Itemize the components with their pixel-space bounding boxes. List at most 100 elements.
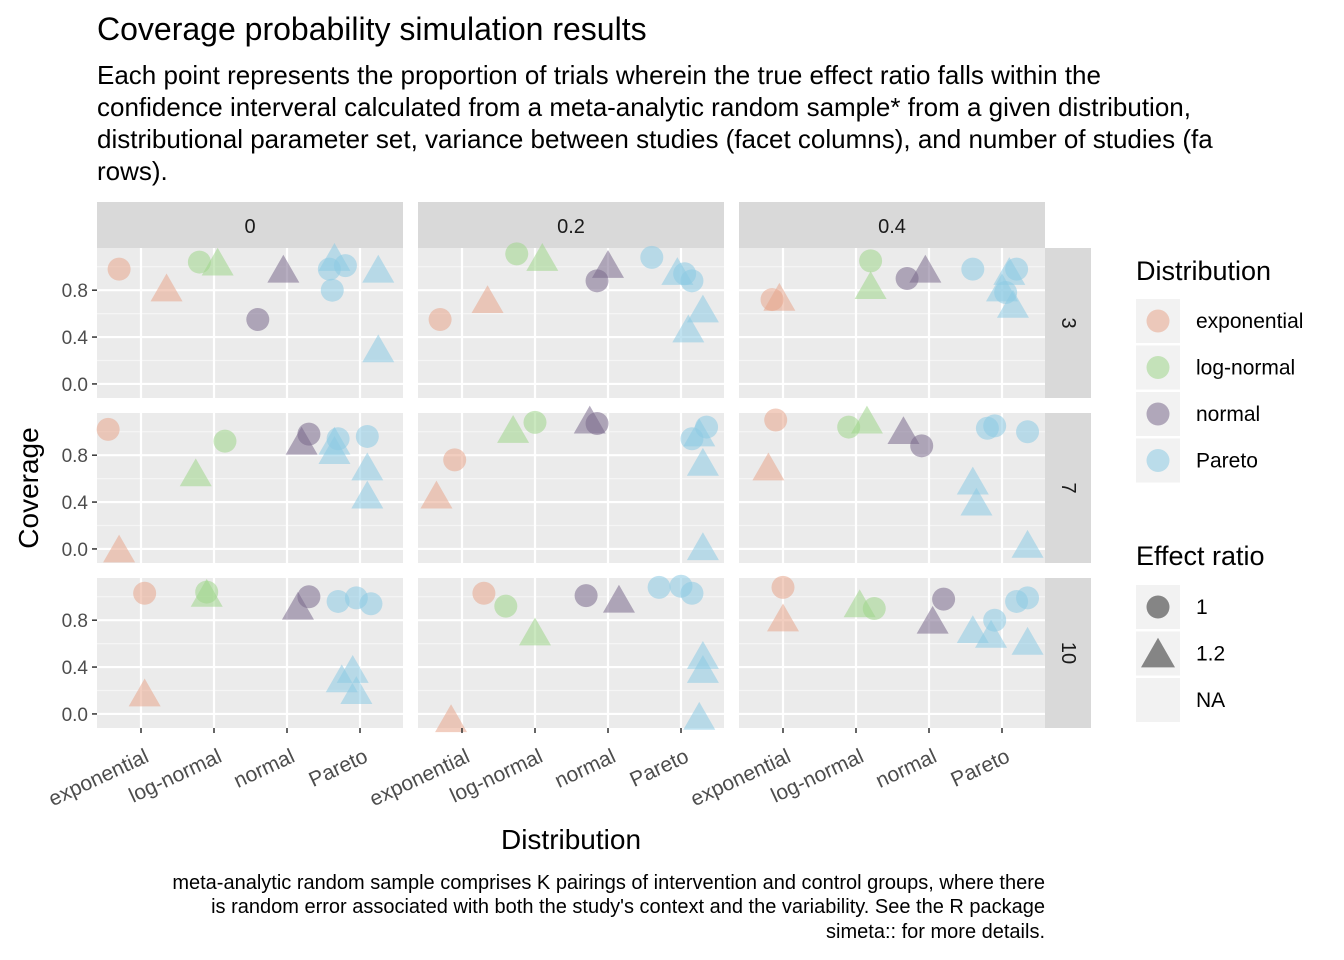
data-point-triangle bbox=[190, 578, 223, 607]
data-point-circle bbox=[932, 587, 956, 611]
data-point-triangle bbox=[887, 416, 920, 445]
data-point-triangle bbox=[362, 334, 395, 363]
data-point-triangle bbox=[956, 466, 989, 495]
facet-strip-row-label: 10 bbox=[1057, 642, 1079, 664]
legend-swatch-circle bbox=[1146, 595, 1170, 619]
data-point-circle bbox=[523, 410, 547, 434]
facet-panel bbox=[418, 578, 724, 728]
x-tick-label: normal bbox=[551, 745, 619, 793]
data-point-circle bbox=[647, 575, 671, 599]
data-point-circle bbox=[764, 408, 788, 432]
data-point-circle bbox=[107, 257, 131, 281]
data-point-circle bbox=[428, 307, 452, 331]
caption-line: simeta:: for more details. bbox=[826, 921, 1045, 943]
subtitle-line: confidence interveral calculated from a … bbox=[97, 92, 1191, 122]
data-point-triangle bbox=[602, 584, 635, 613]
facet-strip-row bbox=[1045, 248, 1091, 398]
chart-title: Coverage probability simulation results bbox=[97, 11, 647, 47]
data-point-triangle bbox=[916, 605, 949, 634]
subtitle-line: rows). bbox=[97, 156, 168, 186]
legend-title-distribution: Distribution bbox=[1136, 256, 1271, 286]
data-point-triangle bbox=[686, 532, 719, 561]
caption-line: meta-analytic random sample comprises K … bbox=[172, 872, 1045, 894]
data-point-triangle bbox=[1011, 626, 1044, 655]
data-point-triangle bbox=[975, 619, 1008, 648]
legend-swatch bbox=[1146, 309, 1170, 333]
data-point-triangle bbox=[686, 640, 719, 669]
data-point-triangle bbox=[471, 285, 504, 314]
data-point-triangle bbox=[285, 426, 318, 455]
legend-swatch bbox=[1146, 402, 1170, 426]
data-point-circle bbox=[574, 584, 598, 608]
chart-caption: meta-analytic random sample comprises K … bbox=[172, 872, 1045, 943]
data-point-triangle bbox=[752, 452, 785, 481]
data-point-circle bbox=[133, 581, 157, 605]
data-point-triangle bbox=[850, 405, 883, 434]
data-point-triangle bbox=[763, 282, 796, 311]
facet-strip-row-label: 3 bbox=[1057, 317, 1079, 328]
data-point-triangle bbox=[909, 254, 942, 283]
data-point-circle bbox=[472, 581, 496, 605]
data-point-triangle bbox=[281, 591, 314, 620]
subtitle-line: Each point represents the proportion of … bbox=[97, 60, 1101, 90]
legend-swatch bbox=[1146, 449, 1170, 472]
data-point-triangle bbox=[843, 589, 876, 618]
data-point-circle bbox=[505, 242, 529, 266]
data-point-triangle bbox=[683, 418, 716, 447]
data-point-circle bbox=[326, 589, 350, 613]
x-tick-label: Pareto bbox=[305, 745, 371, 792]
data-point-triangle bbox=[672, 314, 705, 343]
data-point-triangle bbox=[201, 247, 234, 276]
data-point-triangle bbox=[362, 254, 395, 283]
data-point-triangle bbox=[767, 603, 799, 632]
facet-strip-column bbox=[418, 202, 724, 248]
x-tick-label: normal bbox=[872, 745, 940, 793]
data-point-triangle bbox=[435, 704, 468, 733]
facet-panel bbox=[97, 413, 403, 563]
data-point-triangle bbox=[128, 678, 161, 707]
data-point-triangle bbox=[318, 436, 351, 464]
y-tick-label: 0.8 bbox=[62, 446, 88, 467]
chart-subtitle: Each point represents the proportion of … bbox=[97, 60, 1213, 186]
data-point-circle bbox=[213, 429, 237, 453]
data-point-triangle bbox=[986, 273, 1018, 302]
facet-panel bbox=[739, 248, 1045, 398]
y-axis-title: Coverage bbox=[13, 427, 44, 548]
data-point-triangle bbox=[592, 250, 624, 278]
data-point-triangle bbox=[179, 458, 212, 487]
data-point-triangle bbox=[661, 257, 694, 285]
data-point-circle bbox=[640, 245, 664, 269]
data-point-circle bbox=[96, 417, 120, 441]
y-tick-label: 0.4 bbox=[62, 328, 89, 349]
data-point-triangle bbox=[318, 243, 351, 271]
legend-key bbox=[1136, 585, 1180, 629]
data-point-triangle bbox=[956, 615, 989, 644]
data-point-triangle bbox=[325, 664, 358, 693]
legend-label: 1 bbox=[1196, 596, 1208, 619]
y-tick-label: 0.8 bbox=[62, 611, 88, 632]
facet-strip-row bbox=[1045, 578, 1091, 728]
data-point-triangle bbox=[996, 289, 1029, 318]
data-point-circle bbox=[359, 592, 383, 616]
data-point-circle bbox=[1016, 586, 1040, 610]
facet-panels: 0 0.2 0.4 3 7 10 0.0 0.4 0.8 0.0 0.4 0.8 0.0 0.4 0.8 bbox=[62, 202, 1091, 733]
legend-label: NA bbox=[1196, 689, 1225, 712]
legend-swatch-triangle bbox=[1141, 637, 1175, 668]
y-tick-label: 0.0 bbox=[62, 705, 88, 726]
facet-strip-column bbox=[97, 202, 403, 248]
facet-panel bbox=[739, 578, 1045, 728]
legend-label: log-normal bbox=[1196, 357, 1295, 380]
subtitle-line: distributional parameter set, variance b… bbox=[97, 124, 1213, 154]
facet-panel bbox=[418, 413, 724, 563]
data-point-triangle bbox=[686, 447, 719, 476]
data-point-triangle bbox=[686, 655, 719, 683]
caption-line: is random error associated with both the… bbox=[211, 896, 1045, 918]
legend-title-effect: Effect ratio bbox=[1136, 541, 1265, 571]
data-point-circle bbox=[771, 575, 795, 599]
legend-key bbox=[1136, 678, 1180, 722]
data-point-circle bbox=[983, 414, 1007, 438]
data-point-circle bbox=[1016, 420, 1040, 444]
data-points bbox=[96, 242, 1044, 733]
legend-label: exponential bbox=[1196, 310, 1303, 333]
